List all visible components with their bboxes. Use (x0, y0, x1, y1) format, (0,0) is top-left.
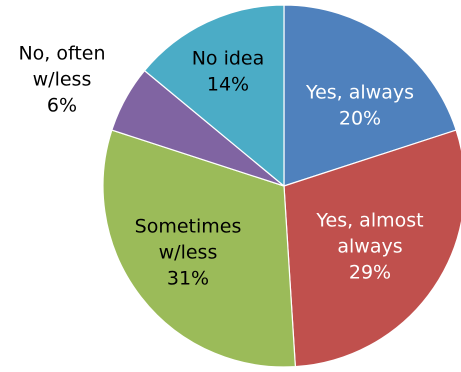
slice-label-2: Sometimes w/less 31% (135, 216, 242, 290)
slice-percent-label: 31% (167, 268, 209, 290)
slice-category-label: Yes, always (305, 82, 414, 104)
slice-category-label: No, often (18, 43, 105, 65)
pie-labels: Yes, always 20% Yes, almost always 29% Someti… (18, 43, 423, 290)
slice-percent-label: 6% (47, 95, 77, 117)
slice-category-label: always (337, 236, 402, 258)
slice-category-label: Yes, almost (315, 210, 423, 232)
pie-slices (102, 4, 461, 368)
slice-category-label: w/less (159, 242, 218, 264)
slice-label-3: No, often w/less 6% (18, 43, 105, 117)
slice-category-label: Sometimes (135, 216, 242, 238)
pie-slice-4 (143, 4, 285, 188)
slice-category-label: No idea (192, 48, 265, 70)
slice-label-0: Yes, always 20% (305, 82, 414, 130)
slice-label-4: No idea 14% (192, 48, 265, 96)
slice-percent-label: 14% (207, 74, 249, 96)
slice-percent-label: 20% (339, 108, 381, 130)
slice-category-label: w/less (33, 69, 92, 91)
pie-slice-2 (102, 129, 297, 368)
pie-slice-0 (283, 4, 457, 187)
slice-label-1: Yes, almost always 29% (315, 210, 423, 284)
pie-slice-1 (283, 129, 461, 368)
slice-percent-label: 29% (349, 262, 391, 284)
